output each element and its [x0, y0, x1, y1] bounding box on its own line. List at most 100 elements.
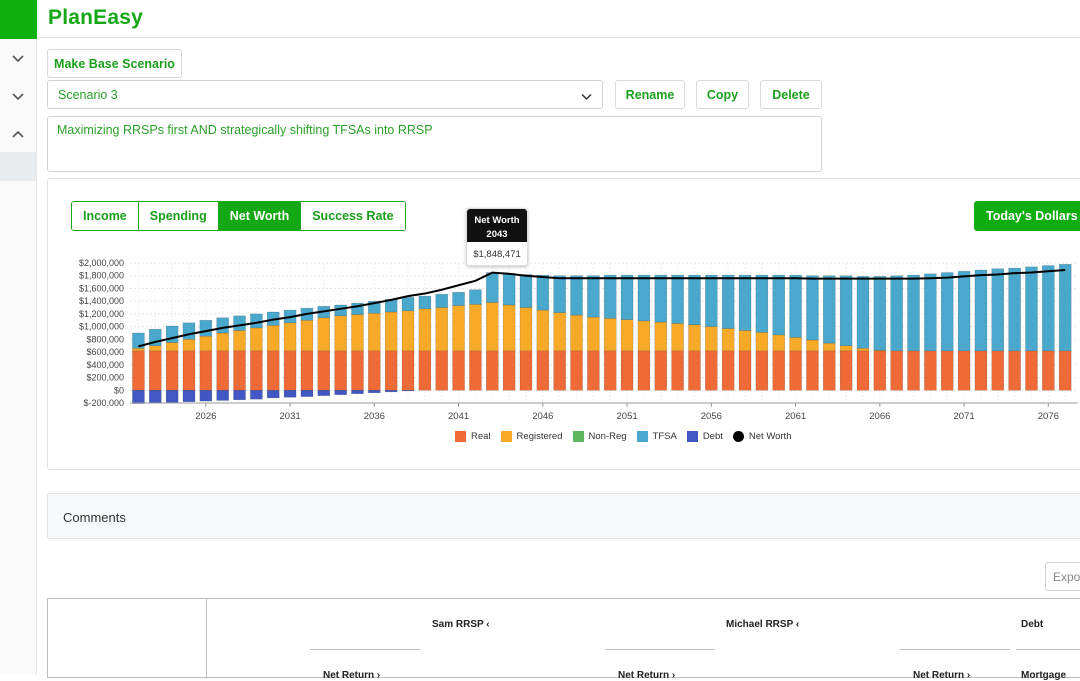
tab-spending[interactable]: Spending	[138, 202, 219, 230]
bar-registered	[688, 324, 701, 352]
delete-button[interactable]: Delete	[760, 80, 822, 109]
y-tick-label: $1,600,000	[79, 283, 124, 293]
sidebar-item-active[interactable]	[0, 152, 36, 181]
table-header-michael-rrsp[interactable]: Michael RRSP ‹	[726, 619, 800, 630]
x-tick-label: 2026	[195, 411, 216, 422]
comments-section[interactable]: Comments	[47, 493, 1080, 539]
bar-registered	[334, 315, 347, 352]
bar-real	[671, 350, 684, 391]
bar-debt	[165, 390, 179, 403]
chart-tabs: Income Spending Net Worth Success Rate	[71, 201, 406, 231]
legend-item-tfsa[interactable]: TFSA	[636, 431, 677, 442]
bar-registered	[216, 332, 229, 352]
bar-registered	[452, 305, 465, 352]
bar-real	[216, 350, 229, 391]
bar-real	[587, 350, 600, 391]
y-tick-label: $1,200,000	[79, 309, 124, 319]
bar-real	[334, 350, 347, 391]
y-tick-label: $600,000	[86, 347, 124, 357]
bar-registered	[266, 325, 280, 352]
bar-registered	[469, 304, 482, 352]
bar-tfsa	[839, 275, 853, 346]
bar-real	[368, 350, 381, 391]
bar-registered	[856, 348, 870, 352]
bar-real	[435, 350, 448, 391]
subheader-net-return[interactable]: Net Return ›	[913, 670, 971, 681]
legend-item-registered[interactable]: Registered	[500, 431, 563, 442]
chart-legend: Real Registered Non-Reg TFSA Debt Net Wo…	[455, 431, 791, 442]
subheader-mortgage[interactable]: Mortgage	[1021, 670, 1066, 681]
bar-registered	[705, 326, 718, 352]
header-divider	[605, 649, 715, 650]
bar-tfsa	[519, 274, 533, 308]
bar-real	[705, 350, 718, 391]
bar-tfsa	[587, 275, 600, 318]
bar-tfsa	[536, 274, 550, 311]
bar-real	[469, 350, 482, 391]
bar-real	[974, 350, 988, 391]
tab-income[interactable]: Income	[72, 202, 139, 230]
bar-real	[384, 350, 398, 391]
bar-debt	[199, 390, 213, 402]
bar-registered	[553, 312, 566, 352]
bar-tfsa	[620, 274, 634, 320]
export-input[interactable]: Expor	[1045, 562, 1080, 591]
tooltip-header: Net Worth 2043	[467, 209, 527, 242]
legend-item-real[interactable]: Real	[455, 431, 491, 442]
tooltip-value: $1,848,471	[473, 249, 521, 260]
chevron-down-icon[interactable]	[0, 41, 36, 77]
bar-real	[873, 350, 887, 391]
bar-tfsa	[806, 275, 819, 341]
scenario-description-textarea[interactable]: Maximizing RRSPs first AND strategically…	[47, 116, 822, 172]
tab-success-rate[interactable]: Success Rate	[301, 202, 405, 230]
bar-tfsa	[890, 275, 903, 352]
bar-registered	[132, 348, 145, 352]
scenario-select[interactable]: Scenario 3	[47, 80, 603, 109]
bar-registered	[502, 304, 516, 352]
bar-registered	[721, 328, 735, 352]
bar-real	[452, 350, 465, 391]
bar-registered	[587, 316, 600, 352]
bar-registered	[654, 321, 668, 352]
make-base-scenario-button[interactable]: Make Base Scenario	[47, 49, 182, 78]
x-tick-label: 2036	[364, 411, 385, 422]
table-corner-cell	[48, 599, 207, 679]
bar-registered	[738, 330, 752, 352]
bar-registered	[199, 335, 213, 352]
bar-tfsa	[486, 272, 499, 303]
app-logo[interactable]: PlanEasy	[48, 6, 143, 29]
bar-real	[266, 350, 280, 391]
y-tick-label: $200,000	[86, 373, 124, 383]
legend-swatch-nonreg	[572, 431, 584, 442]
bar-debt	[317, 390, 331, 396]
bar-tfsa	[671, 274, 684, 324]
bar-tfsa	[873, 276, 887, 351]
x-tick-label: 2031	[280, 411, 301, 422]
subheader-net-return[interactable]: Net Return ›	[618, 670, 676, 681]
x-tick-label: 2071	[954, 411, 975, 422]
todays-dollars-button[interactable]: Today's Dollars	[974, 201, 1080, 231]
app-header: PlanEasy	[37, 0, 1080, 38]
bar-real	[688, 350, 701, 391]
subheader-net-return[interactable]: Net Return ›	[323, 670, 381, 681]
table-header-debt[interactable]: Debt	[1021, 619, 1044, 630]
bar-debt	[300, 390, 314, 397]
tab-net-worth[interactable]: Net Worth	[218, 202, 302, 230]
legend-item-net-worth[interactable]: Net Worth	[732, 431, 791, 442]
legend-item-nonreg[interactable]: Non-Reg	[572, 431, 627, 442]
bar-registered	[401, 310, 415, 352]
bar-registered	[233, 330, 246, 352]
copy-button[interactable]: Copy	[696, 80, 749, 109]
chevron-down-icon[interactable]	[0, 79, 36, 115]
bar-tfsa	[974, 269, 988, 352]
x-tick-label: 2061	[785, 411, 806, 422]
chevron-up-icon[interactable]	[0, 116, 36, 152]
table-header-sam-rrsp[interactable]: Sam RRSP ‹	[432, 619, 490, 630]
bar-tfsa	[351, 302, 364, 315]
bar-real	[233, 350, 246, 391]
legend-item-debt[interactable]: Debt	[686, 431, 723, 442]
bar-tfsa	[991, 268, 1005, 352]
rename-button[interactable]: Rename	[615, 80, 685, 109]
x-tick-label: 2076	[1038, 411, 1059, 422]
net-worth-chart[interactable]: $-200,000 $0 $200,000 $400,000 $600,000 $800,…	[47, 250, 1080, 450]
